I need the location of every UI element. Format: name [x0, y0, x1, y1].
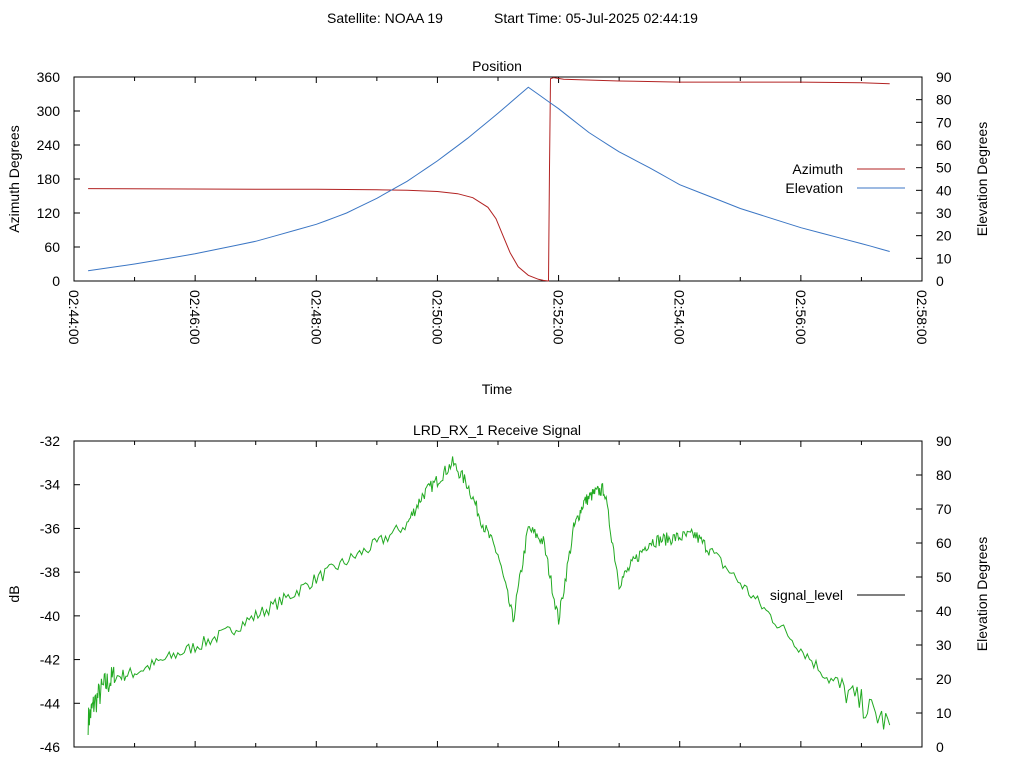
legend-label-elevation: Elevation — [785, 180, 843, 196]
position-x-axis-label: Time — [482, 381, 513, 397]
signal-y2-axis-label: Elevation Degrees — [974, 537, 990, 651]
position-y-axis-label: Azimuth Degrees — [6, 125, 22, 232]
x-tick-label: 02:52:00 — [551, 290, 567, 345]
y-tick-label: 300 — [37, 103, 61, 119]
position-y2-axis: 0 10 20 30 40 50 60 70 80 90 — [916, 69, 952, 289]
signal-chart: LRD_RX_1 Receive Signal -46-44-42-40-38-… — [6, 422, 990, 755]
position-chart: Position 0 60 120 180 240 300 360 0 10 20 30 40 50 6… — [6, 58, 990, 397]
x-tick-label: 02:54:00 — [672, 290, 688, 345]
header-satellite: Satellite: NOAA 19 — [327, 10, 443, 26]
x-tick-label: 02:44:00 — [66, 290, 82, 345]
y-tick-label: -40 — [40, 608, 60, 624]
y2-tick-label: 40 — [936, 182, 952, 198]
y2-tick-label: 10 — [936, 705, 952, 721]
signal-y2-axis: 0 10 20 30 40 50 60 70 80 90 — [916, 433, 952, 755]
signal-series-group — [87, 456, 891, 736]
x-tick-label: 02:50:00 — [429, 290, 445, 345]
signal-y-axis: -46 -44 -42 -40 -38 -36 -34 -32 — [40, 433, 80, 755]
y-tick-label: 240 — [37, 137, 61, 153]
y2-tick-label: 10 — [936, 250, 952, 266]
y2-tick-label: 90 — [936, 69, 952, 85]
signal-legend: signal_level — [770, 587, 905, 603]
legend-label-azimuth: Azimuth — [792, 161, 843, 177]
y2-tick-label: 50 — [936, 160, 952, 176]
y-tick-label: -42 — [40, 652, 60, 668]
y2-tick-label: 0 — [936, 273, 944, 289]
position-series-group — [88, 77, 890, 282]
y2-tick-label: 60 — [936, 535, 952, 551]
legend-label-signal-level: signal_level — [770, 587, 843, 603]
signal-y-axis-label: dB — [6, 585, 22, 602]
signal-chart-title: LRD_RX_1 Receive Signal — [413, 422, 581, 438]
x-tick-label: 02:56:00 — [793, 290, 809, 345]
position-legend: Azimuth Elevation — [785, 161, 905, 196]
y2-tick-label: 50 — [936, 569, 952, 585]
x-tick-label: 02:58:00 — [914, 290, 930, 345]
position-x-axis: 02:44:00 02:46:00 02:48:00 02:50:00 02:52:00… — [66, 77, 930, 345]
y2-tick-label: 20 — [936, 671, 952, 687]
y-tick-label: 0 — [52, 273, 60, 289]
series-line-azimuth — [88, 77, 890, 282]
y2-tick-label: 30 — [936, 205, 952, 221]
y-tick-label: -46 — [40, 739, 60, 755]
y-tick-label: 360 — [37, 69, 61, 85]
position-y-axis: 0 60 120 180 240 300 360 — [37, 69, 80, 289]
y2-tick-label: 80 — [936, 467, 952, 483]
y-tick-label: 60 — [44, 239, 60, 255]
y2-tick-label: 40 — [936, 603, 952, 619]
y-tick-label: 180 — [37, 171, 61, 187]
y2-tick-label: 60 — [936, 137, 952, 153]
position-y2-axis-label: Elevation Degrees — [974, 122, 990, 236]
position-plot-frame — [73, 76, 923, 282]
y2-tick-label: 90 — [936, 433, 952, 449]
x-tick-label: 02:48:00 — [308, 290, 324, 345]
y2-tick-label: 70 — [936, 114, 952, 130]
y-tick-label: -44 — [40, 695, 60, 711]
y2-tick-label: 0 — [936, 739, 944, 755]
y-tick-label: -32 — [40, 433, 60, 449]
y-tick-label: -36 — [40, 520, 60, 536]
series-line-elevation — [88, 86, 890, 272]
position-chart-title: Position — [472, 58, 522, 74]
y2-tick-label: 20 — [936, 228, 952, 244]
y2-tick-label: 80 — [936, 92, 952, 108]
y-tick-label: -34 — [40, 477, 60, 493]
y2-tick-label: 30 — [936, 637, 952, 653]
header-start-time: Start Time: 05-Jul-2025 02:44:19 — [494, 10, 698, 26]
y-tick-label: -38 — [40, 564, 60, 580]
x-tick-label: 02:46:00 — [187, 290, 203, 345]
signal-x-axis — [73, 441, 923, 747]
y-tick-label: 120 — [37, 205, 61, 221]
series-line-signal-level — [87, 456, 891, 736]
y2-tick-label: 70 — [936, 501, 952, 517]
